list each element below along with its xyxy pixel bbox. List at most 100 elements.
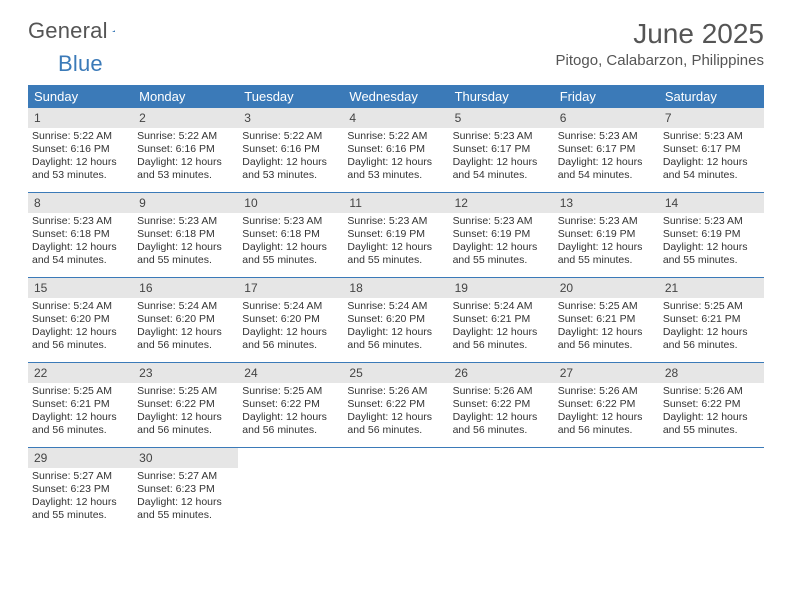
day-number: 20	[560, 281, 573, 295]
calendar-day-cell: 4Sunrise: 5:22 AMSunset: 6:16 PMDaylight…	[343, 108, 448, 192]
daylight-line2: and 56 minutes.	[663, 339, 760, 352]
calendar-day-cell: 22Sunrise: 5:25 AMSunset: 6:21 PMDayligh…	[28, 363, 133, 447]
sunset-text: Sunset: 6:21 PM	[32, 398, 129, 411]
daylight-line1: Daylight: 12 hours	[558, 241, 655, 254]
day-info: Sunrise: 5:24 AMSunset: 6:20 PMDaylight:…	[242, 300, 339, 353]
sunrise-text: Sunrise: 5:24 AM	[453, 300, 550, 313]
day-number: 26	[455, 366, 468, 380]
sunset-text: Sunset: 6:17 PM	[558, 143, 655, 156]
day-number: 30	[139, 451, 152, 465]
calendar-week-row: 22Sunrise: 5:25 AMSunset: 6:21 PMDayligh…	[28, 363, 764, 448]
daylight-line1: Daylight: 12 hours	[663, 156, 760, 169]
daylight-line2: and 53 minutes.	[137, 169, 234, 182]
day-number: 18	[349, 281, 362, 295]
calendar-week-row: 8Sunrise: 5:23 AMSunset: 6:18 PMDaylight…	[28, 193, 764, 278]
daylight-line1: Daylight: 12 hours	[663, 326, 760, 339]
day-number: 17	[244, 281, 257, 295]
sunrise-text: Sunrise: 5:23 AM	[558, 130, 655, 143]
sunrise-text: Sunrise: 5:22 AM	[347, 130, 444, 143]
sunset-text: Sunset: 6:18 PM	[242, 228, 339, 241]
day-header: Sunday	[28, 85, 133, 108]
daylight-line2: and 56 minutes.	[242, 424, 339, 437]
day-number: 12	[455, 196, 468, 210]
day-number-bar: 27	[554, 363, 659, 383]
day-header: Tuesday	[238, 85, 343, 108]
day-number: 28	[665, 366, 678, 380]
day-info: Sunrise: 5:23 AMSunset: 6:18 PMDaylight:…	[137, 215, 234, 268]
sunset-text: Sunset: 6:19 PM	[663, 228, 760, 241]
daylight-line1: Daylight: 12 hours	[32, 411, 129, 424]
day-number: 15	[34, 281, 47, 295]
day-number-bar: 22	[28, 363, 133, 383]
sunrise-text: Sunrise: 5:24 AM	[137, 300, 234, 313]
sunrise-text: Sunrise: 5:23 AM	[558, 215, 655, 228]
day-info: Sunrise: 5:26 AMSunset: 6:22 PMDaylight:…	[663, 385, 760, 438]
sunset-text: Sunset: 6:21 PM	[663, 313, 760, 326]
sunset-text: Sunset: 6:18 PM	[137, 228, 234, 241]
daylight-line2: and 53 minutes.	[242, 169, 339, 182]
day-number-bar: 21	[659, 278, 764, 298]
sunrise-text: Sunrise: 5:25 AM	[242, 385, 339, 398]
daylight-line1: Daylight: 12 hours	[453, 326, 550, 339]
sunrise-text: Sunrise: 5:23 AM	[242, 215, 339, 228]
daylight-line2: and 56 minutes.	[453, 339, 550, 352]
calendar-day-cell: 16Sunrise: 5:24 AMSunset: 6:20 PMDayligh…	[133, 278, 238, 362]
daylight-line1: Daylight: 12 hours	[32, 241, 129, 254]
calendar-empty-cell	[449, 448, 554, 532]
daylight-line1: Daylight: 12 hours	[663, 411, 760, 424]
day-header: Saturday	[659, 85, 764, 108]
calendar-week-row: 29Sunrise: 5:27 AMSunset: 6:23 PMDayligh…	[28, 448, 764, 532]
day-number-bar: 18	[343, 278, 448, 298]
day-number: 8	[34, 196, 41, 210]
calendar-day-cell: 26Sunrise: 5:26 AMSunset: 6:22 PMDayligh…	[449, 363, 554, 447]
day-number-bar: 10	[238, 193, 343, 213]
sunset-text: Sunset: 6:19 PM	[347, 228, 444, 241]
calendar-empty-cell	[238, 448, 343, 532]
sunset-text: Sunset: 6:17 PM	[453, 143, 550, 156]
sunset-text: Sunset: 6:21 PM	[453, 313, 550, 326]
daylight-line2: and 56 minutes.	[242, 339, 339, 352]
day-number-bar: 17	[238, 278, 343, 298]
calendar-day-cell: 2Sunrise: 5:22 AMSunset: 6:16 PMDaylight…	[133, 108, 238, 192]
calendar-week-row: 15Sunrise: 5:24 AMSunset: 6:20 PMDayligh…	[28, 278, 764, 363]
sunset-text: Sunset: 6:20 PM	[347, 313, 444, 326]
daylight-line2: and 55 minutes.	[663, 424, 760, 437]
calendar-day-cell: 18 Sunrise: 5:24 AMSunset: 6:20 PMDayligh…	[343, 278, 448, 362]
sunrise-text: Sunrise: 5:24 AM	[347, 300, 444, 313]
day-number: 13	[560, 196, 573, 210]
day-number-bar: 29	[28, 448, 133, 468]
day-info: Sunrise: 5:24 AMSunset: 6:20 PMDaylight:…	[347, 300, 444, 353]
sunrise-text: Sunrise: 5:26 AM	[558, 385, 655, 398]
daylight-line2: and 55 minutes.	[453, 254, 550, 267]
calendar-table: SundayMondayTuesdayWednesdayThursdayFrid…	[28, 85, 764, 532]
sunrise-text: Sunrise: 5:23 AM	[453, 130, 550, 143]
calendar-day-cell: 3Sunrise: 5:22 AMSunset: 6:16 PMDaylight…	[238, 108, 343, 192]
sunset-text: Sunset: 6:22 PM	[663, 398, 760, 411]
calendar-header-row: SundayMondayTuesdayWednesdayThursdayFrid…	[28, 85, 764, 108]
day-number-bar: 4	[343, 108, 448, 128]
calendar-day-cell: 30Sunrise: 5:27 AMSunset: 6:23 PMDayligh…	[133, 448, 238, 532]
sunset-text: Sunset: 6:23 PM	[137, 483, 234, 496]
daylight-line2: and 56 minutes.	[453, 424, 550, 437]
calendar-day-cell: 28 Sunrise: 5:26 AMSunset: 6:22 PMDayligh…	[659, 363, 764, 447]
day-number-bar: 12	[449, 193, 554, 213]
day-info: Sunrise: 5:23 AMSunset: 6:19 PMDaylight:…	[453, 215, 550, 268]
sunset-text: Sunset: 6:16 PM	[347, 143, 444, 156]
sunset-text: Sunset: 6:16 PM	[32, 143, 129, 156]
daylight-line2: and 56 minutes.	[137, 424, 234, 437]
day-info: Sunrise: 5:25 AMSunset: 6:22 PMDaylight:…	[242, 385, 339, 438]
calendar-body: 1Sunrise: 5:22 AMSunset: 6:16 PMDaylight…	[28, 108, 764, 532]
calendar-day-cell: 27Sunrise: 5:26 AMSunset: 6:22 PMDayligh…	[554, 363, 659, 447]
calendar-empty-cell	[659, 448, 764, 532]
day-number: 9	[139, 196, 146, 210]
sunrise-text: Sunrise: 5:25 AM	[558, 300, 655, 313]
day-info: Sunrise: 5:23 AMSunset: 6:17 PMDaylight:…	[663, 130, 760, 183]
day-info: Sunrise: 5:23 AMSunset: 6:18 PMDaylight:…	[242, 215, 339, 268]
daylight-line1: Daylight: 12 hours	[558, 326, 655, 339]
day-number-bar: 3	[238, 108, 343, 128]
sunset-text: Sunset: 6:19 PM	[453, 228, 550, 241]
day-number-bar: 19	[449, 278, 554, 298]
day-info: Sunrise: 5:25 AMSunset: 6:22 PMDaylight:…	[137, 385, 234, 438]
daylight-line2: and 54 minutes.	[558, 169, 655, 182]
daylight-line2: and 56 minutes.	[347, 424, 444, 437]
